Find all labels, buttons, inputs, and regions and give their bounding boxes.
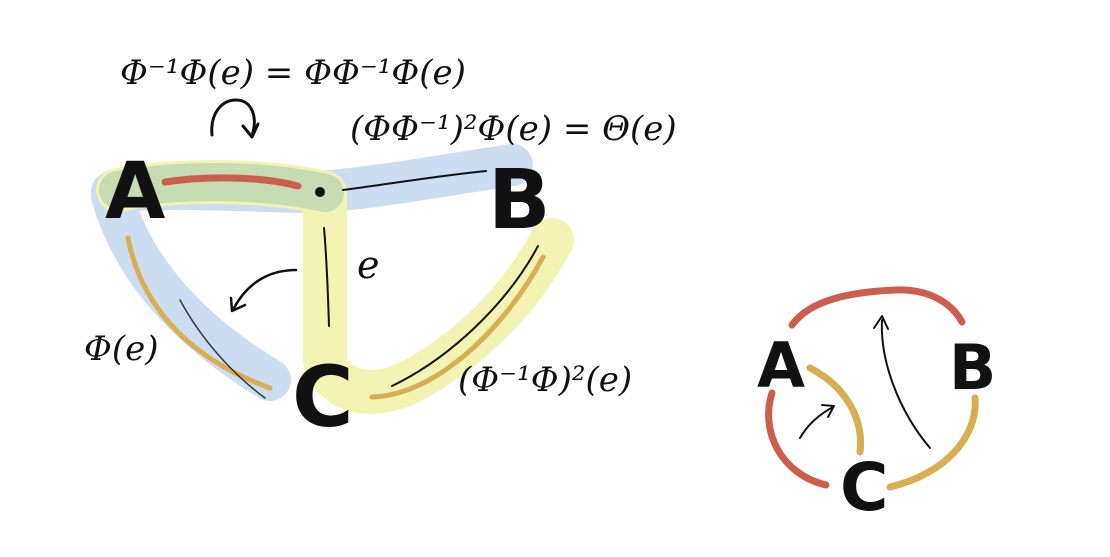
black-edge-b-c bbox=[391, 245, 539, 387]
gold-edge-c-b bbox=[369, 254, 546, 400]
left-node-a-label: A bbox=[105, 147, 165, 237]
red-arc-top bbox=[788, 286, 966, 329]
top-formula-label: Φ⁻¹Φ(e) = ΦΦ⁻¹Φ(e) bbox=[120, 53, 466, 93]
right-thin-arrow bbox=[880, 319, 931, 449]
right-thin-arrowhead-icon bbox=[873, 315, 889, 330]
gold-edge-a-c bbox=[125, 235, 273, 391]
left-node-c-label: C bbox=[292, 348, 354, 446]
loop-arrow-icon bbox=[210, 98, 256, 138]
edge-e-label: e bbox=[357, 243, 380, 287]
black-edge-node-c bbox=[323, 227, 330, 327]
junction-node bbox=[315, 187, 325, 197]
black-edge-a-c-short bbox=[179, 299, 266, 399]
gold-arc-right-bottom bbox=[886, 394, 979, 491]
right-small-arrow bbox=[799, 406, 834, 439]
cb-formula-label: (Φ⁻¹Φ)²(e) bbox=[458, 360, 632, 400]
black-edge-node-b bbox=[342, 170, 487, 191]
right-graph: A B C bbox=[757, 286, 996, 526]
red-edge-a-to-node bbox=[161, 174, 302, 190]
red-arc-left-bottom bbox=[765, 389, 830, 489]
gold-arc-a-c bbox=[806, 364, 865, 456]
right-node-b-label: B bbox=[949, 331, 996, 404]
left-graph: A B C e Φ(e) Φ⁻¹Φ(e) = ΦΦ⁻¹Φ(e) (ΦΦ⁻¹)²Φ… bbox=[84, 53, 677, 446]
curved-arrow-icon bbox=[232, 268, 298, 310]
curved-arrowhead-icon bbox=[229, 296, 247, 313]
right-node-c-label: C bbox=[840, 449, 888, 526]
cycle-formula-label: (ΦΦ⁻¹)²Φ(e) = Θ(e) bbox=[350, 109, 677, 149]
right-small-arrowhead-icon bbox=[821, 404, 835, 418]
loop-arrowhead-icon bbox=[241, 122, 260, 139]
left-node-b-label: B bbox=[488, 153, 551, 248]
right-node-a-label: A bbox=[757, 329, 805, 402]
phi-e-label: Φ(e) bbox=[84, 329, 159, 369]
